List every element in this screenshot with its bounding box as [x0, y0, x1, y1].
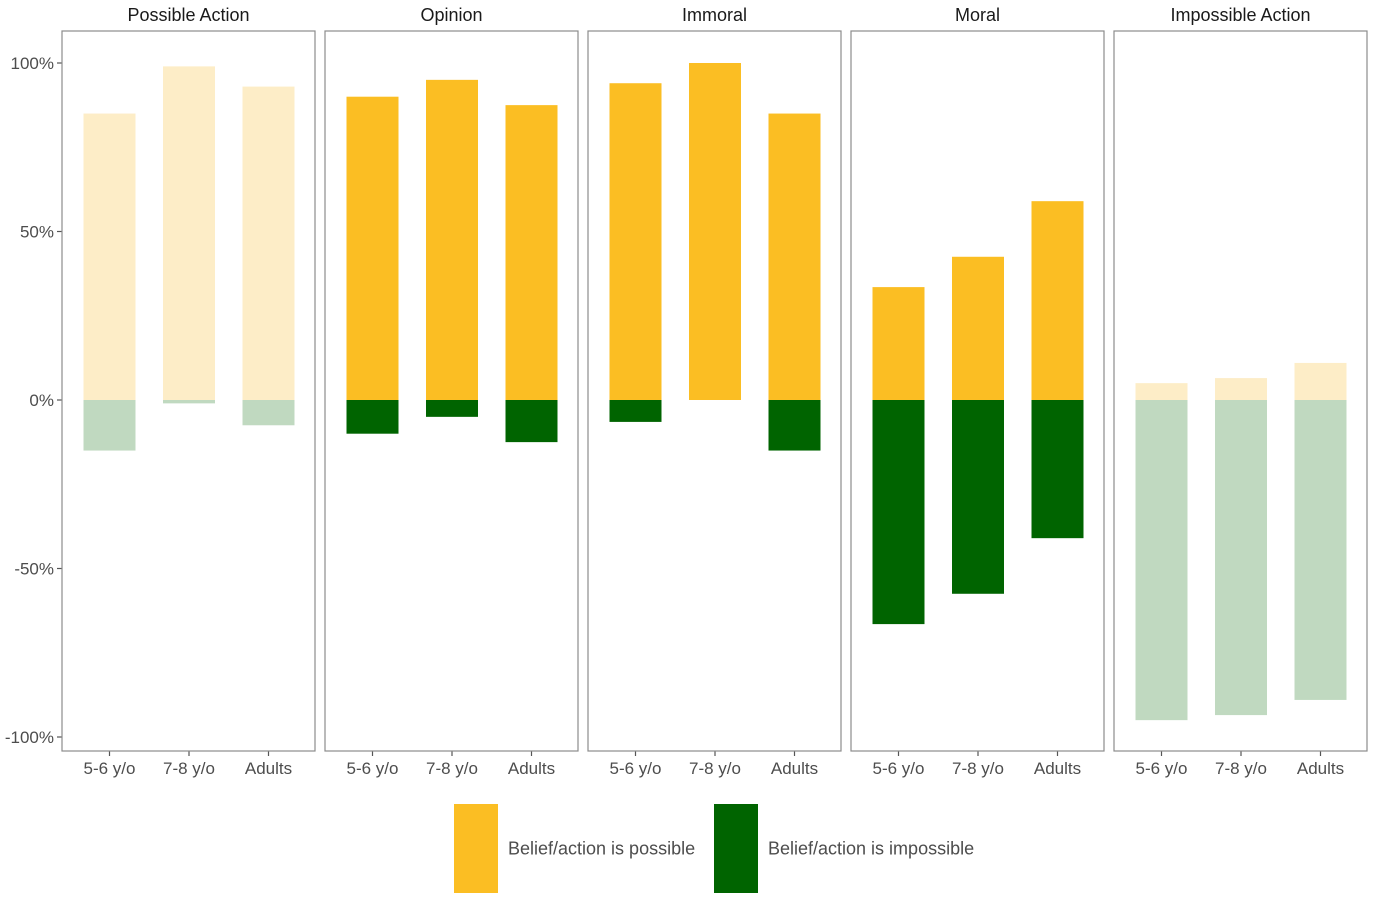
x-tick-label: 7-8 y/o — [426, 759, 478, 778]
bar-impossible-moral-7-8-y-o — [952, 400, 1004, 594]
bar-possible-immoral-adults — [768, 113, 821, 401]
facet-panel-frame — [587, 30, 842, 752]
facet-possible-action: Possible Action 5-6 y/o 7-8 y/o Adults — [61, 5, 316, 778]
legend-key-possible — [454, 804, 498, 893]
x-tick-label: 7-8 y/o — [163, 759, 215, 778]
bar-impossible-opinion-adults — [505, 400, 558, 443]
bar-possible-moral-7-8-y-o — [952, 256, 1004, 400]
facet-immoral: Immoral 5-6 y/o 7-8 y/o Adults — [587, 5, 842, 778]
legend-label-possible: Belief/action is possible — [508, 839, 695, 859]
x-tick-label: 5-6 y/o — [873, 759, 925, 778]
y-tick-label: 50% — [20, 223, 54, 242]
bar-possible-impossible-action-adults — [1294, 362, 1347, 400]
x-tick-label: Adults — [771, 759, 818, 778]
bar-possible-opinion-5-6-y-o — [346, 96, 399, 400]
bar-possible-possible-action-adults — [242, 86, 295, 400]
facet-moral: Moral 5-6 y/o 7-8 y/o Adults — [850, 5, 1105, 778]
bar-possible-impossible-action-7-8-y-o — [1215, 378, 1267, 400]
bar-possible-moral-adults — [1031, 201, 1084, 400]
x-tick-label: Adults — [1034, 759, 1081, 778]
x-tick-label: 7-8 y/o — [952, 759, 1004, 778]
facet-panel-frame — [850, 30, 1105, 752]
x-tick-label: 5-6 y/o — [84, 759, 136, 778]
facet-opinion: Opinion 5-6 y/o 7-8 y/o Adults — [324, 5, 579, 778]
bar-possible-possible-action-5-6-y-o — [83, 113, 136, 401]
y-tick-label: -50% — [14, 560, 54, 579]
x-tick-label: Adults — [245, 759, 292, 778]
facet-impossible-action: Impossible Action 5-6 y/o 7-8 y/o Adults — [1113, 5, 1368, 778]
bar-possible-immoral-7-8-y-o — [689, 63, 741, 400]
bar-possible-opinion-7-8-y-o — [426, 79, 478, 400]
x-tick-label: Adults — [508, 759, 555, 778]
facet-title: Opinion — [420, 5, 482, 25]
facet-panel-frame — [324, 30, 579, 752]
x-tick-label: 7-8 y/o — [1215, 759, 1267, 778]
bar-impossible-immoral-5-6-y-o — [609, 400, 662, 422]
bar-impossible-impossible-action-5-6-y-o — [1135, 400, 1188, 721]
facet-title: Moral — [955, 5, 1000, 25]
bar-impossible-immoral-adults — [768, 400, 821, 451]
x-tick-label: Adults — [1297, 759, 1344, 778]
bar-possible-opinion-adults — [505, 105, 558, 400]
facet-title: Impossible Action — [1170, 5, 1310, 25]
bar-possible-moral-5-6-y-o — [872, 287, 925, 400]
facet-panel-frame — [61, 30, 316, 752]
x-tick-label: 5-6 y/o — [347, 759, 399, 778]
legend-label-impossible: Belief/action is impossible — [768, 839, 974, 859]
legend: Belief/action is possible Belief/action i… — [454, 804, 974, 893]
bar-possible-immoral-5-6-y-o — [609, 83, 662, 400]
bar-impossible-possible-action-5-6-y-o — [83, 400, 136, 451]
y-axis: 100% 50% 0% -50% -100% — [5, 54, 62, 747]
bar-impossible-opinion-7-8-y-o — [426, 400, 478, 417]
bar-impossible-moral-adults — [1031, 400, 1084, 539]
y-tick-label: 0% — [29, 391, 54, 410]
bar-possible-possible-action-7-8-y-o — [163, 66, 215, 401]
y-tick-label: 100% — [11, 54, 54, 73]
x-tick-label: 5-6 y/o — [1136, 759, 1188, 778]
bar-impossible-possible-action-7-8-y-o — [163, 400, 215, 404]
bar-impossible-opinion-5-6-y-o — [346, 400, 399, 434]
bar-possible-impossible-action-5-6-y-o — [1135, 383, 1188, 400]
bar-impossible-possible-action-adults — [242, 400, 295, 426]
facet-panel-frame — [1113, 30, 1368, 752]
bar-impossible-impossible-action-adults — [1294, 400, 1347, 700]
legend-key-impossible — [714, 804, 758, 893]
y-tick-label: -100% — [5, 728, 54, 747]
facet-title: Immoral — [682, 5, 747, 25]
x-tick-label: 5-6 y/o — [610, 759, 662, 778]
facet-title: Possible Action — [127, 5, 249, 25]
bar-impossible-moral-5-6-y-o — [872, 400, 925, 625]
bar-impossible-impossible-action-7-8-y-o — [1215, 400, 1267, 716]
x-tick-label: 7-8 y/o — [689, 759, 741, 778]
